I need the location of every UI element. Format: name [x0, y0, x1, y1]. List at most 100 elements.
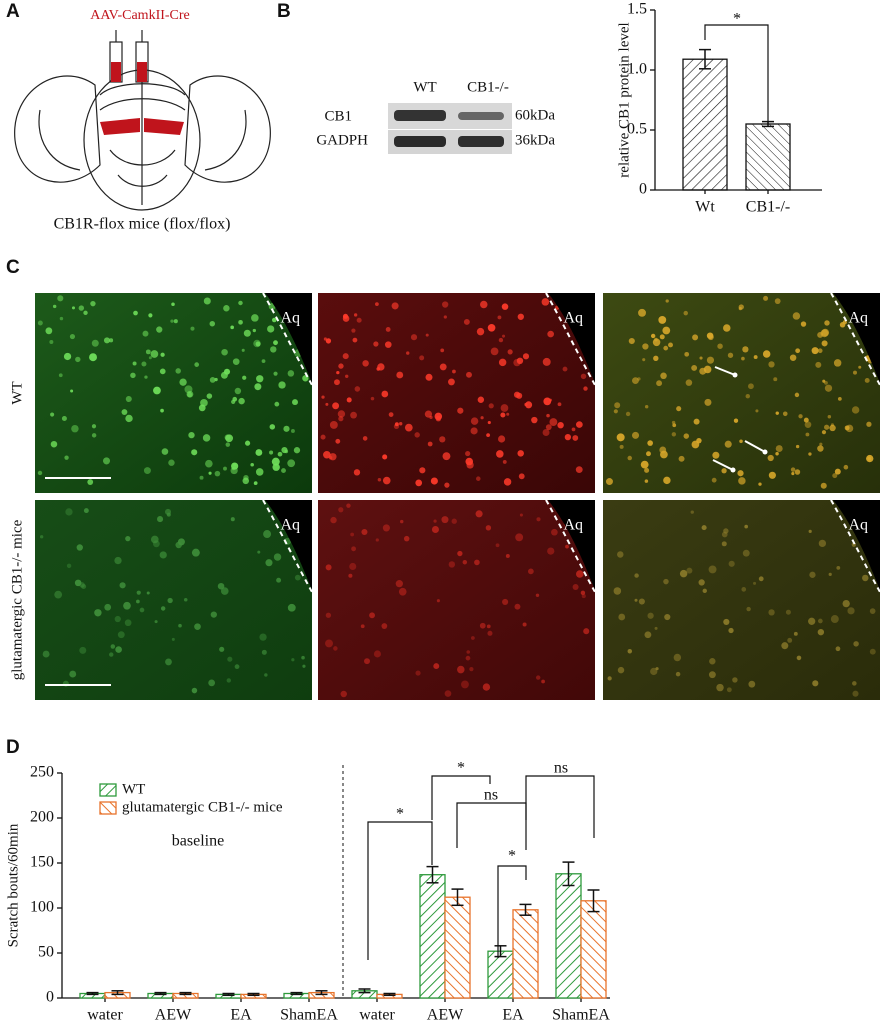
cell [800, 321, 807, 327]
cell [480, 300, 488, 309]
cell [789, 354, 797, 361]
cell [672, 423, 677, 428]
cell [684, 351, 690, 357]
brain-schematic [14, 30, 271, 211]
cell [535, 593, 540, 598]
cell [336, 371, 340, 375]
cell [829, 424, 836, 432]
cell [198, 404, 206, 412]
cell [255, 341, 261, 347]
cell [292, 399, 298, 406]
cell [242, 477, 250, 485]
cell [642, 358, 646, 362]
cell [302, 664, 306, 668]
error-bar [494, 945, 507, 958]
cell [335, 438, 341, 444]
cell [439, 363, 447, 371]
cell [352, 337, 358, 343]
cell [178, 623, 182, 628]
cell [686, 567, 693, 574]
cell [351, 546, 356, 552]
cell [820, 329, 829, 338]
cell [375, 538, 379, 542]
cell [270, 346, 277, 353]
bar [487, 950, 514, 999]
cell [398, 587, 407, 596]
cell [396, 371, 404, 379]
cell [785, 609, 791, 615]
cell [758, 482, 762, 486]
cell [571, 427, 576, 432]
cell [274, 401, 280, 407]
cell [238, 320, 243, 325]
cell [79, 646, 87, 654]
y-axis-label: relative CB1 protein level [616, 22, 632, 177]
cell [662, 326, 671, 335]
cell [679, 569, 688, 578]
cell [660, 372, 667, 380]
cell [628, 337, 635, 345]
error-bar [383, 992, 396, 997]
cell [221, 348, 228, 356]
cell [190, 326, 195, 331]
cell [414, 432, 420, 438]
significance-label: ns [554, 760, 568, 777]
cell [154, 620, 158, 624]
y-tick-label: 0.5 [627, 121, 647, 138]
virus-fill [111, 62, 121, 82]
cell [57, 295, 64, 302]
cell [269, 424, 276, 430]
cell [479, 622, 486, 629]
cell [242, 375, 247, 380]
cell [425, 373, 433, 381]
cell [634, 573, 639, 578]
cell [103, 337, 111, 344]
cell [834, 468, 841, 475]
y-tick-label: 0 [46, 989, 54, 1006]
cell [794, 469, 801, 475]
row-label: WT [9, 381, 25, 404]
cell [208, 471, 212, 475]
cell [847, 607, 855, 615]
arrow [712, 459, 734, 471]
cell [323, 450, 331, 459]
region-label: Aq [848, 310, 868, 327]
cell [171, 302, 175, 306]
cell [241, 348, 245, 352]
bar [444, 896, 471, 999]
cell [817, 445, 824, 452]
cell [146, 591, 150, 595]
legend-swatch [99, 801, 117, 815]
cell [194, 623, 201, 630]
cell [627, 455, 633, 461]
cell [332, 402, 340, 410]
cell [340, 690, 347, 698]
cell [650, 333, 656, 339]
bar [512, 909, 539, 999]
cell [452, 369, 456, 374]
cell [808, 617, 816, 625]
cell [501, 303, 509, 310]
cell [419, 355, 425, 361]
error-bar [222, 992, 235, 997]
aqueduct [265, 293, 312, 383]
error-bar [154, 991, 167, 996]
region-label: Aq [280, 517, 300, 534]
cell [762, 350, 771, 358]
cell [457, 665, 465, 674]
cell [160, 606, 166, 611]
cell [614, 402, 621, 409]
cell [808, 529, 812, 534]
cell [723, 618, 730, 626]
cell [625, 411, 631, 417]
cell [605, 478, 613, 486]
cell [267, 325, 275, 333]
cell [205, 459, 213, 468]
cell [575, 466, 583, 474]
cell [269, 450, 274, 455]
cell [485, 525, 492, 531]
cell [385, 327, 391, 332]
cell [824, 384, 833, 392]
cell [125, 535, 131, 542]
